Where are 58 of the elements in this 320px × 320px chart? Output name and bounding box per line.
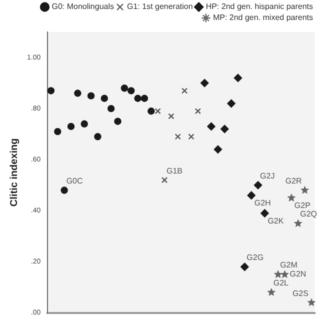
point <box>100 94 108 102</box>
point <box>74 90 82 97</box>
data-label: G2P <box>294 201 310 210</box>
data-label: G2R <box>285 176 302 186</box>
data-label: G2K <box>268 216 284 226</box>
point <box>307 298 316 306</box>
legend-label: HP: 2nd gen. hispanic parents <box>206 2 314 12</box>
data-label: G2J <box>260 171 275 180</box>
point <box>227 99 236 108</box>
point <box>200 78 209 88</box>
data-label: G2L <box>273 278 290 288</box>
point <box>240 262 249 271</box>
point <box>234 74 242 82</box>
point <box>148 108 155 115</box>
point <box>220 124 229 134</box>
point <box>214 145 222 154</box>
point <box>300 186 310 194</box>
point <box>247 191 256 200</box>
point <box>188 134 194 140</box>
point <box>267 288 276 296</box>
point <box>94 133 102 140</box>
point <box>80 120 88 128</box>
point <box>254 181 262 190</box>
data-label: G2Q <box>300 210 318 219</box>
point <box>140 94 148 102</box>
point <box>134 94 142 102</box>
data-label: G2M <box>280 260 298 270</box>
data-label: G0C <box>66 176 83 186</box>
point <box>274 270 282 278</box>
point <box>120 84 128 92</box>
data-label: G2N <box>290 270 306 279</box>
data-label: G2H <box>254 198 272 208</box>
point <box>280 270 290 278</box>
point <box>260 209 269 218</box>
legend-label: MP: 2nd gen. mixed parents <box>212 13 314 22</box>
point <box>287 193 296 202</box>
point <box>87 92 95 100</box>
point <box>60 186 68 194</box>
data-label: G2S <box>292 288 308 298</box>
point <box>181 88 188 94</box>
point <box>154 108 161 114</box>
point <box>207 122 216 131</box>
legend-label: G1: 1st generation <box>127 2 193 12</box>
y-axis-title: Clitic indexing <box>8 138 20 207</box>
point <box>128 87 135 94</box>
point <box>114 118 122 125</box>
point <box>294 218 302 228</box>
point <box>54 128 62 136</box>
legend-label: G0: Monolinguals <box>52 2 114 12</box>
point <box>47 87 55 94</box>
point <box>161 176 168 184</box>
point <box>194 108 201 114</box>
point <box>174 134 181 140</box>
data-label: G2G <box>246 253 264 262</box>
point <box>67 122 75 130</box>
point <box>168 113 174 120</box>
point <box>107 104 115 112</box>
data-label: G1B <box>166 166 183 176</box>
